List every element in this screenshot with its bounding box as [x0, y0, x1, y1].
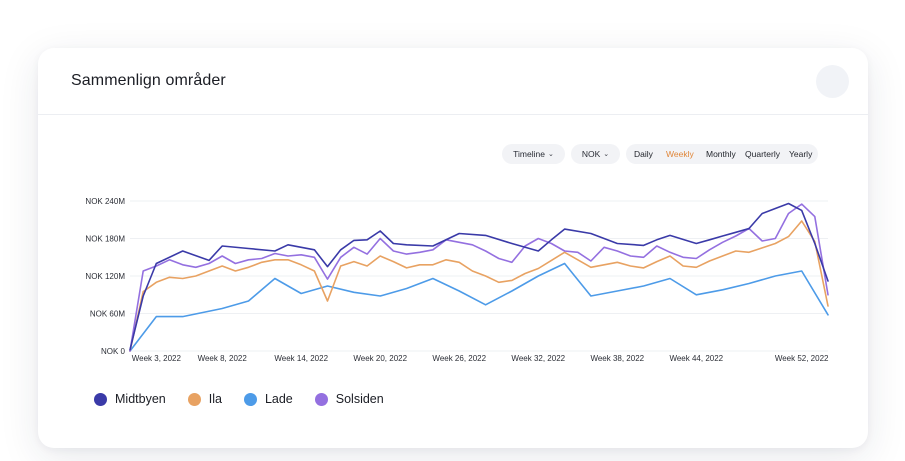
- currency-dropdown[interactable]: NOK ⌄: [571, 144, 620, 164]
- x-tick-label: Week 8, 2022: [198, 354, 248, 363]
- y-tick-label: NOK 120M: [85, 272, 125, 281]
- x-tick-label: Week 44, 2022: [669, 354, 723, 363]
- chevron-down-icon: ⌄: [547, 151, 554, 158]
- comparison-card: Sammenlign områder Timeline ⌄ NOK ⌄ Dail…: [38, 48, 868, 448]
- series-line-solsiden: [129, 203, 829, 352]
- y-tick-label: NOK 180M: [85, 235, 125, 244]
- period-monthly[interactable]: Monthly: [706, 149, 736, 159]
- currency-dropdown-label: NOK: [581, 149, 601, 159]
- y-tick-label: NOK 60M: [90, 310, 125, 319]
- x-tick-label: Week 32, 2022: [511, 354, 565, 363]
- legend-label-lade: Lade: [264, 392, 293, 406]
- y-tick-label: NOK 0: [101, 347, 126, 356]
- x-tick-label: Week 20, 2022: [353, 354, 407, 363]
- x-tick-label: Week 38, 2022: [590, 354, 644, 363]
- period-quarterly[interactable]: Quarterly: [745, 149, 780, 159]
- legend-item-lade[interactable]: Lade: [243, 392, 293, 406]
- chevron-down-icon: ⌄: [603, 151, 610, 158]
- legend-dot-solsiden: [314, 392, 328, 406]
- series-line-ila: [129, 220, 829, 352]
- legend-label-solsiden: Solsiden: [335, 392, 384, 406]
- timeline-dropdown[interactable]: Timeline ⌄: [502, 144, 565, 164]
- legend-dot-midtbyen: [94, 392, 107, 406]
- legend-dot-ila: [187, 392, 201, 406]
- x-tick-label: Week 14, 2022: [274, 354, 328, 363]
- header-action-button[interactable]: [816, 65, 849, 98]
- card-header: Sammenlign områder: [38, 48, 868, 115]
- series-line-midtbyen: [129, 202, 829, 351]
- x-tick-label: Week 3, 2022: [132, 354, 182, 363]
- line-chart: NOK 0 NOK 60M NOK 120M NOK 180M NOK 240M Week…: [85, 197, 829, 363]
- legend-label-ila: Ila: [208, 392, 222, 406]
- y-tick-label: NOK 240M: [85, 197, 125, 206]
- period-yearly[interactable]: Yearly: [789, 149, 813, 159]
- period-weekly[interactable]: Weekly: [666, 149, 694, 159]
- x-tick-label: Week 52, 2022: [775, 354, 829, 363]
- legend-item-midtbyen[interactable]: Midtbyen: [94, 392, 166, 406]
- period-daily[interactable]: Daily: [634, 149, 653, 159]
- legend-label-midtbyen: Midtbyen: [115, 392, 166, 406]
- card-title: Sammenlign områder: [71, 72, 226, 89]
- period-selector: Daily Weekly Monthly Quarterly Yearly: [626, 144, 818, 164]
- legend-item-ila[interactable]: Ila: [187, 392, 222, 406]
- chart-legend: Midtbyen Ila Lade Solsiden: [94, 392, 406, 406]
- series-line-lade: [129, 262, 829, 352]
- x-tick-label: Week 26, 2022: [432, 354, 486, 363]
- legend-dot-lade: [243, 392, 257, 406]
- legend-item-solsiden[interactable]: Solsiden: [314, 392, 384, 406]
- timeline-dropdown-label: Timeline: [513, 149, 545, 159]
